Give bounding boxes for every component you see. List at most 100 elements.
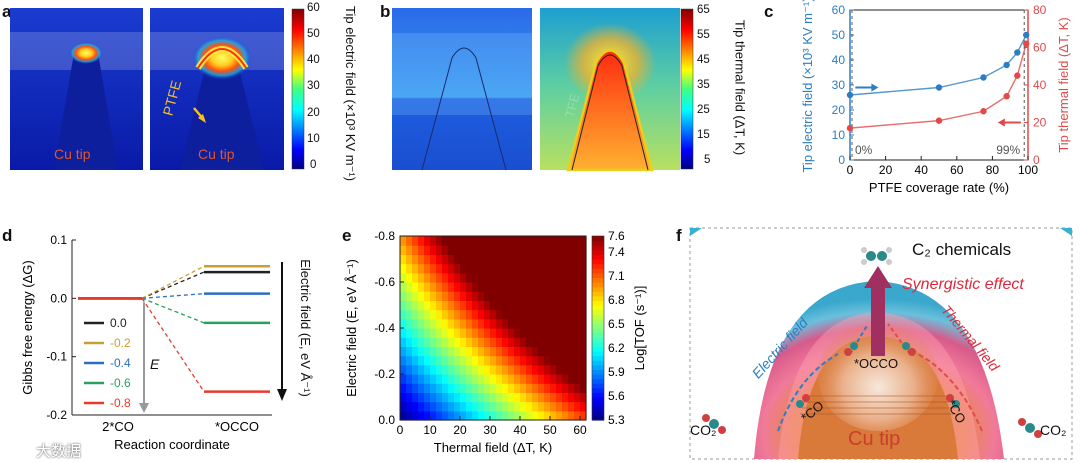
heatmap-cell — [454, 364, 461, 375]
heatmap-cell — [406, 410, 413, 421]
data-point-0 — [846, 91, 854, 99]
heatmap-cell — [556, 355, 563, 366]
heatmap-cell — [472, 245, 479, 255]
heatmap-cell — [460, 392, 467, 403]
heatmap-cell — [580, 337, 587, 347]
colorbar-e-segment — [592, 415, 604, 421]
y-tick-label-d: -0.2 — [46, 408, 67, 422]
heatmap-cell — [460, 291, 467, 301]
colorbar-b — [680, 8, 694, 170]
heatmap-cell — [550, 309, 557, 320]
heatmap-cell — [460, 401, 467, 412]
heatmap-cell — [430, 337, 437, 347]
x-tick-label-c: 20 — [879, 163, 893, 177]
colorbar-e-segment — [592, 351, 604, 357]
heatmap-cell — [472, 300, 479, 311]
colorbar-a-tick: 60 — [307, 2, 320, 14]
heatmap-cell — [406, 318, 413, 329]
heatmap-cell — [466, 374, 473, 384]
colorbar-b-tick: 65 — [697, 4, 710, 16]
heatmap-cell — [532, 245, 539, 255]
heatmap-cell — [484, 318, 491, 329]
heatmap-cell — [442, 328, 449, 338]
heatmap-cell — [502, 282, 509, 292]
heatmap-cell — [562, 291, 569, 301]
heatmap-cell — [568, 410, 575, 421]
heatmap-cell — [574, 300, 581, 311]
heatmap-cell — [412, 318, 419, 329]
y2-tick-label-c: 20 — [1033, 116, 1047, 130]
heatmap-cell — [550, 328, 557, 338]
heatmap-cell — [538, 236, 545, 246]
heatmap-cell — [460, 374, 467, 384]
heatmap-cell — [430, 410, 437, 421]
heatmap-cell — [490, 355, 497, 366]
heatmap-cell — [406, 291, 413, 301]
heatmap-cell — [454, 410, 461, 421]
heatmap-cell — [508, 392, 515, 403]
synergistic-effect-label: Synergistic effect — [902, 276, 1024, 293]
x-tick-label-e: 50 — [543, 423, 557, 437]
legend-label-3: -0.6 — [110, 376, 131, 390]
heatmap-cell — [538, 337, 545, 347]
heatmap-cell — [562, 401, 569, 412]
heatmap-cell — [544, 355, 551, 366]
colorbar-e-segment — [592, 277, 604, 283]
heatmap-cell — [484, 272, 491, 283]
heatmap-cell — [544, 364, 551, 375]
heatmap-cell — [412, 245, 419, 255]
heatmap-cell — [508, 291, 515, 301]
colorbar-e-segment — [592, 332, 604, 338]
heatmap-cell — [520, 245, 527, 255]
heatmap-cell — [424, 272, 431, 283]
heatmap-cell — [550, 355, 557, 366]
heatmap-cell — [508, 346, 515, 357]
colorbar-e-segment — [592, 355, 604, 361]
heatmap-cell — [496, 383, 503, 393]
heatmap-cell — [466, 236, 473, 246]
x-axis-title-e: Thermal field (ΔT, K) — [434, 440, 553, 455]
heatmap-cell — [490, 401, 497, 412]
heatmap-cell — [412, 309, 419, 320]
arrow-right-head — [997, 118, 1005, 127]
heatmap-cell — [430, 300, 437, 311]
heatmap-cell — [496, 291, 503, 301]
data-point-1 — [935, 117, 943, 124]
cu-tip-label-f: Cu tip — [848, 428, 901, 450]
heatmap-cell — [472, 254, 479, 265]
heatmap-cell — [406, 309, 413, 320]
heatmap-cell — [400, 318, 407, 329]
y-tick-label-c: 30 — [832, 78, 846, 92]
heatmap-cell — [568, 355, 575, 366]
heatmap-cell — [538, 364, 545, 375]
heatmap-cell — [526, 254, 533, 265]
heatmap-cell — [466, 254, 473, 265]
heatmap-cell — [580, 309, 587, 320]
heatmap-cell — [436, 318, 443, 329]
heatmap-cell — [412, 263, 419, 274]
heatmap-cell — [580, 364, 587, 375]
colorbar-e-segment — [592, 291, 604, 297]
colorbar-e-segment — [592, 346, 604, 352]
heatmap-cell — [562, 374, 569, 384]
y2-tick-label-c: 0 — [1033, 153, 1040, 167]
heatmap-cell — [556, 328, 563, 338]
co2-molecule-left-icon — [702, 414, 726, 434]
y-tick-label-c: 20 — [832, 103, 846, 117]
colorbar-e-tick: 6.5 — [608, 317, 625, 331]
heatmap-cell — [442, 364, 449, 375]
heatmap-cell — [424, 309, 431, 320]
heatmap-cell — [514, 272, 521, 283]
colorbar-e-title: Log[TOF (s⁻¹)] — [632, 286, 647, 371]
heatmap-cell — [562, 318, 569, 329]
heatmap-cell — [478, 245, 485, 255]
watermark: 大数据 — [36, 443, 82, 460]
heatmap-cell — [562, 355, 569, 366]
heatmap-cell — [418, 236, 425, 246]
heatmap-cell — [520, 254, 527, 265]
heatmap-cell — [496, 374, 503, 384]
heatmap-cell — [466, 401, 473, 412]
heatmap-cell — [574, 392, 581, 403]
heatmap-cell — [424, 291, 431, 301]
data-point-1 — [1023, 40, 1030, 47]
